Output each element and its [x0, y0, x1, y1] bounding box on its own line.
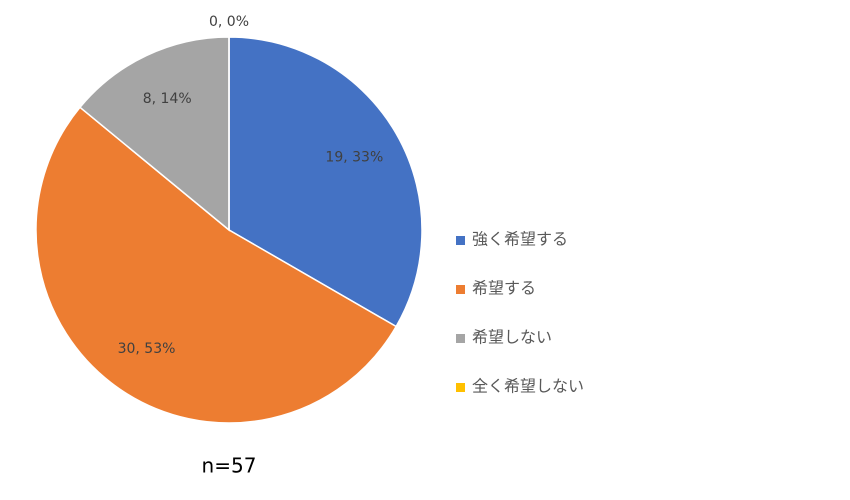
pie-slice [228, 36, 423, 328]
legend-swatch [456, 383, 465, 392]
data-label: 30, 53% [118, 341, 176, 357]
sample-size: n=57 [202, 454, 257, 478]
data-label: 19, 33% [325, 150, 383, 166]
legend-label: 全く希望しない [472, 377, 584, 396]
legend-label: 希望しない [472, 328, 552, 347]
pie-slice [78, 36, 230, 232]
data-label: 8, 14% [143, 91, 192, 107]
data-label: 0, 0% [209, 14, 249, 30]
legend-label: 強く希望する [472, 230, 568, 249]
legend-swatch [456, 285, 465, 294]
pie-slice [35, 106, 398, 424]
legend-swatch [456, 236, 465, 245]
legend-swatch [456, 334, 465, 343]
legend-label: 希望する [472, 279, 536, 298]
